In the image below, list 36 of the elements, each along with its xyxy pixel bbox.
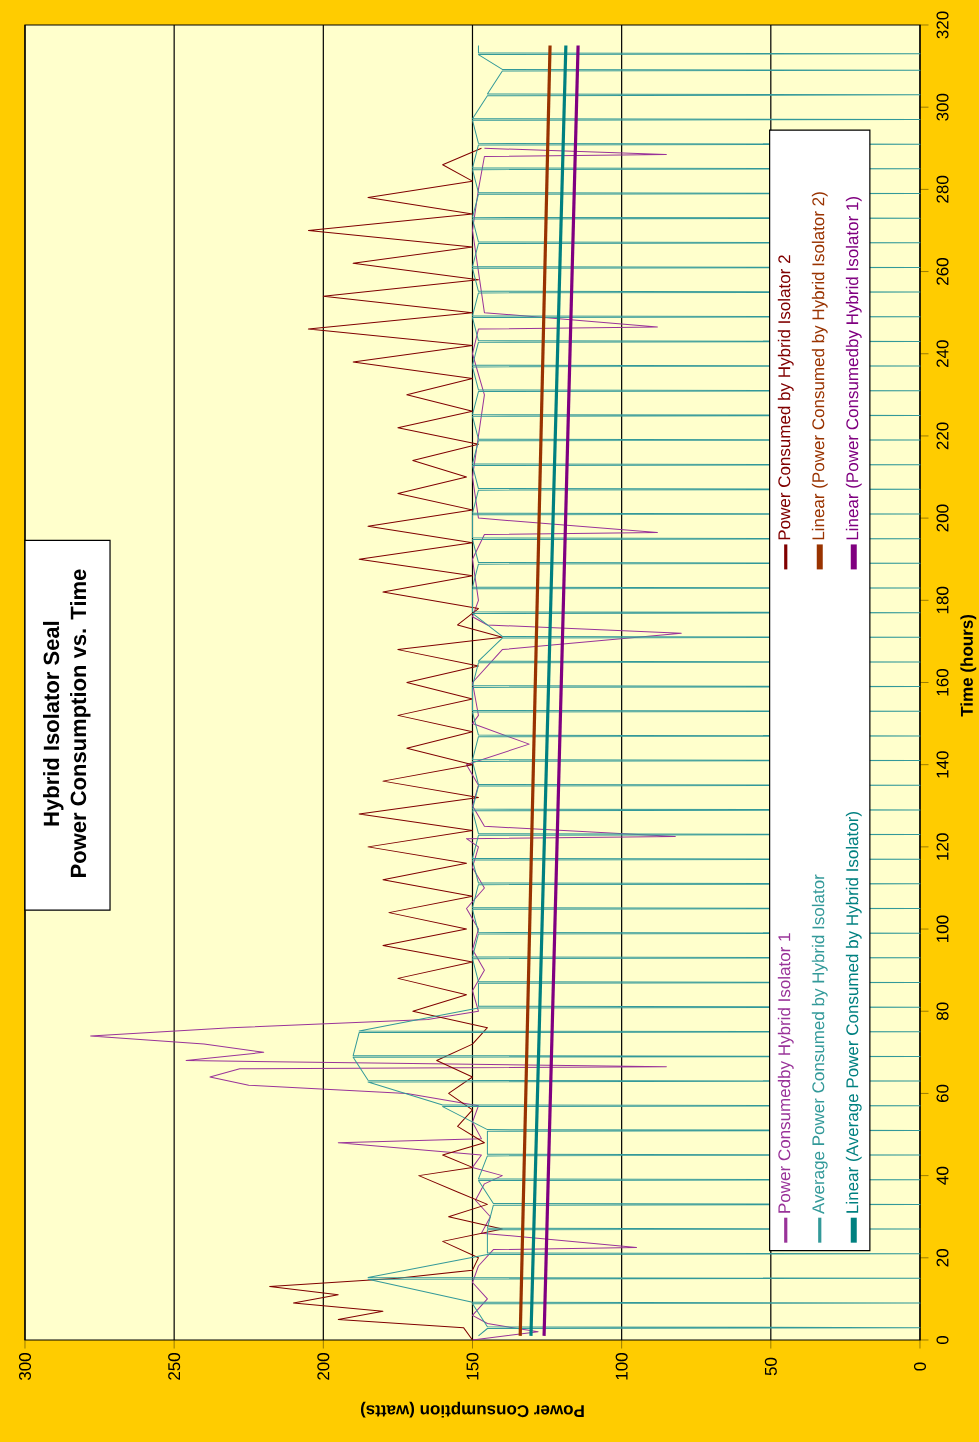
y-tick-label: 240 — [936, 340, 949, 368]
y-tick-label: 260 — [936, 258, 949, 285]
y-tick-label: 40 — [936, 1166, 949, 1185]
y-tick-label: 120 — [936, 833, 949, 860]
y-tick-label: 60 — [936, 1084, 949, 1103]
text: Power Consumedby Hybrid Isolator 1 — [777, 933, 794, 1213]
text: Power Consumption vs. Time — [70, 569, 91, 877]
y-tick-label: 80 — [936, 1002, 949, 1020]
x-axis-title: Power Consumption (watts) — [360, 1401, 584, 1418]
line-series — [269, 147, 503, 1341]
x-tick-label: 0 — [913, 1362, 926, 1371]
text: Average Power Consumed by Hybrid Isolator — [811, 874, 828, 1214]
y-tick-label: 200 — [936, 504, 949, 532]
text: Linear (Power Consumed by Hybrid Isolator 2) — [811, 192, 828, 540]
y-tick-label: 320 — [936, 11, 949, 39]
y-tick-label: 20 — [936, 1249, 949, 1267]
x-tick-label: 250 — [168, 1353, 181, 1380]
y-tick-label: 220 — [936, 422, 949, 450]
y-axis-title: Time (hours) — [960, 614, 977, 717]
text: Power Consumed by Hybrid Isolator 2 — [777, 255, 794, 540]
text: Linear (Power Consumedby Hybrid Isolator 1) — [845, 196, 862, 540]
text: Linear (Average Power Consumed by Hybrid Isolator) — [845, 811, 862, 1213]
x-tick-label: 50 — [764, 1357, 777, 1376]
y-tick-label: 0 — [936, 1335, 949, 1345]
x-tick-label: 100 — [615, 1353, 628, 1380]
y-tick-label: 100 — [936, 915, 949, 942]
text: Hybrid Isolator Seal — [43, 621, 64, 826]
y-tick-label: 160 — [936, 668, 949, 696]
y-tick-label: 140 — [936, 751, 949, 778]
y-tick-label: 300 — [936, 93, 949, 121]
line-series — [90, 147, 682, 1341]
x-tick-label: 300 — [18, 1353, 31, 1381]
x-tick-label: 200 — [317, 1353, 330, 1380]
y-tick-label: 180 — [936, 586, 949, 614]
y-tick-label: 280 — [936, 175, 949, 203]
x-tick-label: 150 — [466, 1353, 479, 1380]
